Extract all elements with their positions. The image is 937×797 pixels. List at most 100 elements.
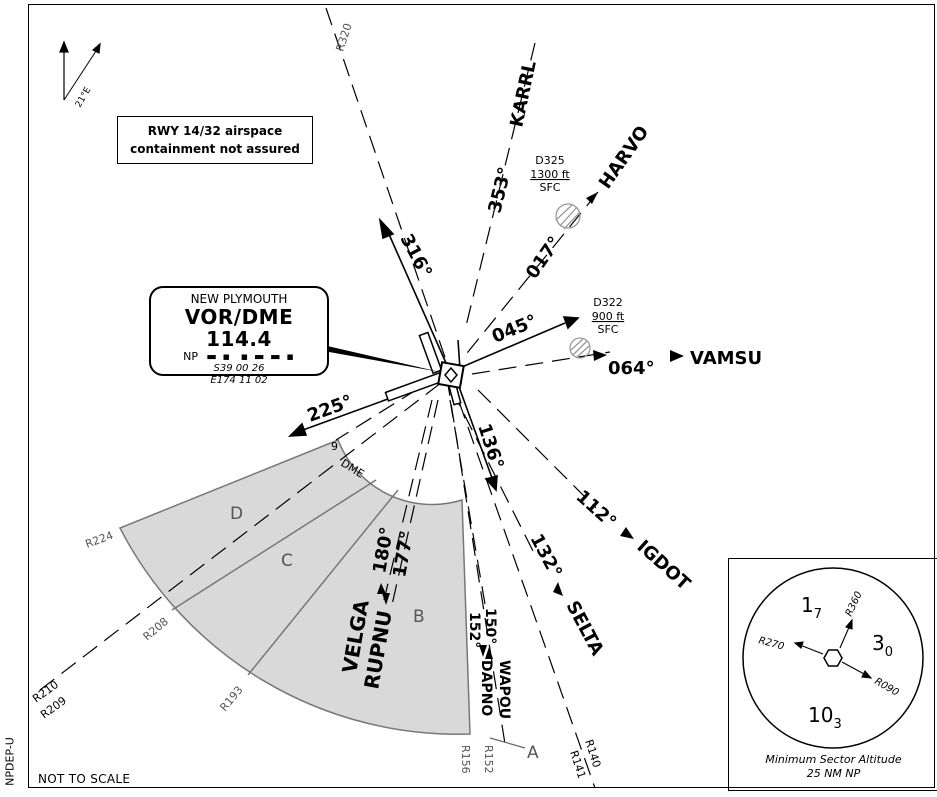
variation-arrows [59, 40, 101, 101]
divider-r208 [171, 479, 377, 611]
dme-distance-label: 9 [331, 440, 338, 453]
waypoint-dapno-label: DAPNO [478, 660, 494, 716]
arrow-harvo [586, 192, 598, 204]
airspace-note-line2: containment not assured [130, 142, 300, 156]
route-136-line [457, 383, 493, 479]
msa-hexagon [823, 649, 843, 667]
vor-info-box: NEW PLYMOUTH VOR/DME 114.4 NP ▬ ▪ ▪ ▬ ▬ … [149, 286, 329, 386]
route-353-line [465, 42, 536, 327]
heading-017-label: 017° [522, 233, 566, 283]
waypoint-harvo-label: HARVO [595, 122, 653, 193]
msa-caption-1: Minimum Sector Altitude [765, 753, 902, 766]
msa-sector-2-altitude: 30 [872, 631, 893, 660]
arrow-igdot [620, 527, 634, 539]
route-017-line [462, 191, 599, 359]
waypoint-wapou-label: WAPOU [496, 660, 512, 719]
route-064-line [471, 351, 611, 375]
sector-shaded-area [118, 439, 471, 735]
vor-ident-label: NP [183, 350, 198, 363]
heading-045-label: 045° [489, 311, 540, 348]
arrow-vamsu [670, 350, 684, 362]
arrow-064 [593, 350, 607, 361]
sector-a-label: A [527, 743, 539, 763]
runway-a [418, 331, 443, 375]
arrow-wapou [479, 645, 487, 657]
d322-upper: 900 ft [592, 310, 625, 323]
route-177-line [391, 399, 439, 606]
solid-routes [287, 217, 580, 492]
d322-symbol [569, 337, 591, 359]
waypoint-igdot-label: IGDOT [633, 536, 695, 595]
radial-r193-label: R193 [217, 684, 245, 714]
airspace-note: RWY 14/32 airspace containment not assur… [117, 116, 313, 164]
d322-lower: SFC [598, 323, 619, 336]
runway-symbol [384, 331, 462, 406]
d325-upper: 1300 ft [530, 168, 570, 181]
d325-symbol [555, 203, 581, 229]
shaded-sectors [118, 439, 471, 735]
arrowhead-316 [378, 217, 395, 240]
vor-lat: S39 00 26 [213, 363, 265, 374]
chart-frame [28, 4, 935, 788]
route-316-line [387, 231, 451, 373]
d322-id: D322 [593, 296, 622, 309]
d325-id: D325 [535, 154, 564, 167]
morse-code-icon: ▬ ▪ ▪ ▬ ▬ ▪ [201, 350, 295, 363]
route-045-line [454, 322, 566, 371]
radial-r320-line [325, 7, 451, 373]
heading-112-label: 112° [572, 486, 621, 533]
route-112-line [477, 389, 597, 509]
arrowhead-136 [484, 474, 498, 492]
heading-225-label: 225° [305, 391, 356, 427]
radial-r152-label: R152 [482, 745, 495, 774]
sector-b-label: B [413, 607, 425, 627]
vor-callout-pointer [310, 342, 440, 372]
heading-132-label: 132° [526, 530, 566, 581]
arrow-dapno [485, 647, 493, 659]
waypoint-karrl-label: KARRL [506, 59, 540, 129]
vor-name: NEW PLYMOUTH [190, 292, 288, 306]
radial-r320-label: R320 [333, 22, 354, 53]
sector-dividers [171, 479, 399, 676]
vor-ident: NP ▬ ▪ ▪ ▬ ▬ ▪ [151, 350, 327, 363]
sector-c-label: C [281, 551, 293, 571]
waypoint-arrowheads [377, 192, 684, 659]
msa-panel: Minimum Sector Altitude 25 NM NP [728, 558, 937, 791]
waypoint-selta-label: SELTA [562, 597, 608, 659]
radial-r208-label: R208 [141, 615, 171, 643]
radial-r156-label: R156 [459, 745, 472, 774]
divider-r193 [247, 489, 399, 676]
msa-circle [742, 567, 924, 749]
heading-152-label: 152° [466, 612, 482, 648]
radial-r210-line [39, 375, 451, 691]
radial-r140-line [449, 375, 596, 789]
vor-type-freq: VOR/DME 114.4 [184, 305, 294, 351]
vor-dme-symbol [437, 361, 465, 389]
msa-diagram: R360 R270 R090 17 30 103 [742, 567, 924, 749]
heading-136-label: 136° [473, 421, 507, 472]
heading-150-label: 150° [482, 608, 498, 644]
sector-d-label: D [230, 504, 243, 524]
arrowhead-225 [287, 422, 308, 437]
heading-064-label: 064° [608, 358, 655, 379]
vor-lon: E174 11 02 [210, 375, 268, 386]
restricted-area-symbols [555, 203, 591, 359]
radial-r224-label: R224 [84, 529, 115, 551]
msa-caption-2: 25 NM NP [806, 767, 861, 780]
d325-lower: SFC [540, 181, 561, 194]
radial-lines [39, 7, 611, 789]
waypoint-vamsu-label: VAMSU [690, 348, 762, 369]
not-to-scale-label: NOT TO SCALE [38, 772, 131, 786]
radial-r141-label: R141 [567, 749, 588, 780]
airspace-note-line1: RWY 14/32 airspace [147, 124, 283, 138]
chart-side-id: NPDEP-U [3, 737, 17, 786]
route-150-line [449, 399, 487, 611]
arrow-selta [553, 582, 563, 596]
heading-353-label: 353° [484, 165, 516, 215]
route-180-line [383, 399, 433, 601]
arrow-rupnu [382, 593, 390, 605]
arrow-velga [377, 583, 386, 594]
msa-sector-1-altitude: 17 [801, 593, 822, 622]
sector-a-leader [489, 737, 526, 749]
